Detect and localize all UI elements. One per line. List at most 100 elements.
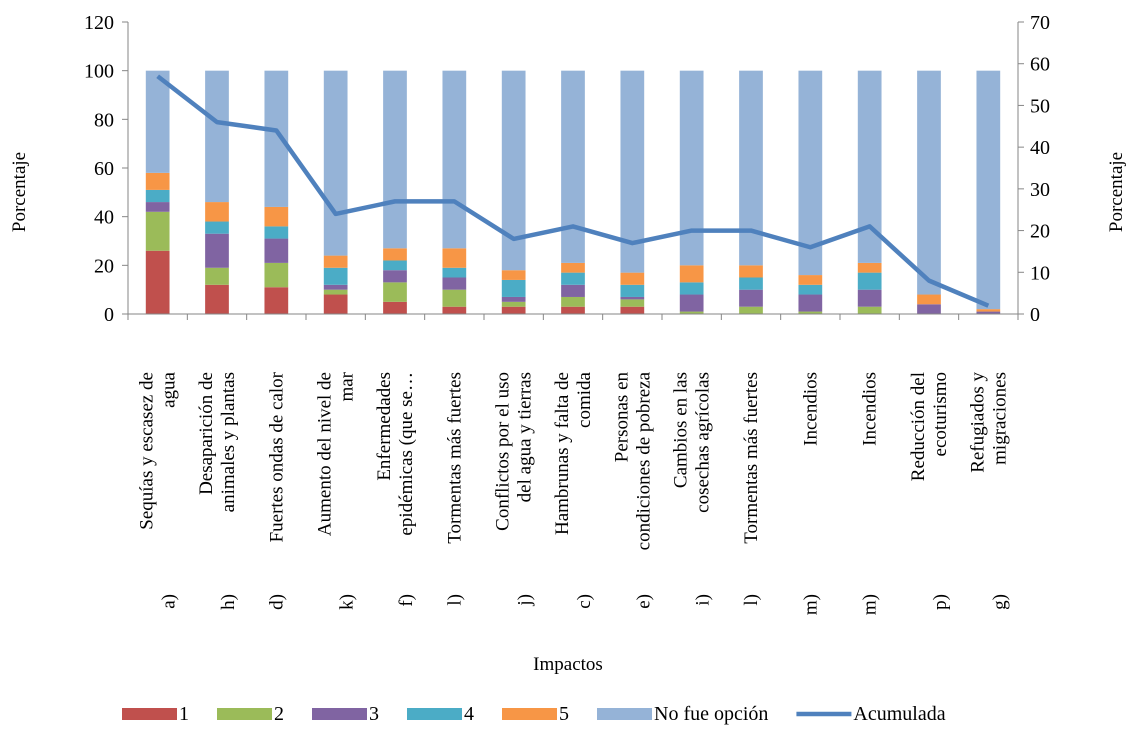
legend-label-3: 3 (369, 703, 379, 725)
y-tick-label: 80 (94, 109, 114, 131)
y-axis-title: Porcentaje (9, 152, 30, 232)
bar-segment-5-8 (561, 262, 585, 273)
bar-segment-1-5 (383, 301, 407, 314)
category-label-line: epidémicas (que se… (396, 372, 417, 536)
bar-segment-1-3 (264, 287, 289, 314)
bar-segment-6-9 (620, 70, 645, 273)
bar-segment-4-6 (442, 267, 467, 278)
bar-segment-1-8 (561, 306, 585, 314)
legend-label-1: 1 (179, 703, 189, 725)
bar-segment-5-12 (798, 275, 823, 285)
legend-swatch-1 (122, 708, 177, 720)
category-label-line: ecoturismo (930, 372, 951, 456)
y2-tick-label: 0 (1030, 304, 1040, 326)
bar-segment-2-1 (145, 211, 170, 251)
bar-segment-3-14 (917, 304, 941, 314)
category-label-line: Incendios (860, 372, 881, 446)
category-label-prefix: m) (800, 594, 821, 615)
legend-label-2: 2 (274, 703, 284, 725)
category-label-5: Enfermedades epidémicas (que se… f) (374, 372, 417, 607)
legend-swatch-2 (217, 708, 272, 720)
category-label-line: Tormentas más fuertes (444, 372, 465, 544)
bar-segment-3-2 (205, 233, 229, 268)
bar-segment-4-12 (798, 284, 823, 295)
y-tick-label: 60 (94, 158, 114, 180)
bar-segment-4-5 (383, 260, 407, 271)
bar-segment-3-12 (798, 294, 823, 312)
category-label-prefix: a) (159, 594, 180, 609)
category-label-line: Sequías y escasez de (137, 372, 158, 530)
bar-segment-4-8 (561, 272, 585, 285)
category-label-11: Tormentas más fuertes l) (741, 372, 762, 606)
bar-segment-3-9 (620, 296, 645, 300)
bar-segment-4-4 (323, 267, 348, 285)
y-tick-label: 100 (84, 61, 114, 83)
x-axis-title: Impactos (533, 654, 603, 675)
bar-segment-4-2 (205, 221, 229, 234)
category-label-line: mar (337, 371, 358, 401)
legend-label-5: 5 (559, 703, 569, 725)
bar-segment-4-13 (857, 272, 882, 290)
bar-segment-5-4 (323, 255, 348, 268)
category-label-line: Incendios (800, 372, 821, 446)
bar-segment-6-7 (501, 70, 526, 271)
bar-segment-5-3 (264, 206, 289, 227)
bar-segment-2-2 (205, 267, 229, 285)
bar-segment-3-11 (739, 289, 763, 307)
bar-segment-5-5 (383, 248, 407, 261)
category-label-7: Conflictos por el uso del agua y tierras j… (493, 372, 536, 607)
category-label-6: Tormentas más fuertes l) (444, 372, 465, 606)
bar-segment-6-5 (383, 70, 407, 249)
bar-segment-2-5 (383, 282, 407, 302)
bar-segment-2-8 (561, 296, 585, 307)
category-label-prefix: l) (741, 594, 762, 606)
category-label-prefix: i) (693, 594, 714, 606)
category-label-line: agua (159, 371, 180, 407)
y-tick-label: 120 (84, 12, 114, 34)
bar-segment-2-13 (857, 306, 882, 314)
bar-segment-5-7 (501, 270, 526, 280)
category-label-prefix: g) (989, 594, 1010, 610)
category-label-2: Desaparición de animales y plantas h) (196, 372, 239, 610)
y-tick-label: 0 (104, 304, 114, 326)
bar-segment-3-4 (323, 284, 348, 290)
bar-segment-2-12 (798, 311, 823, 314)
bar-segment-3-8 (561, 284, 585, 297)
line-layer (156, 74, 990, 308)
axes-layer: 0 20 40 60 80 100 120 0 10 20 30 40 50 60 70 (84, 12, 1050, 326)
bar-segment-6-14 (917, 70, 941, 295)
category-label-prefix: p) (930, 594, 951, 610)
bars-layer (145, 70, 1001, 314)
bar-segment-3-13 (857, 289, 882, 307)
bar-segment-3-10 (679, 294, 704, 312)
category-label-prefix: d) (266, 594, 287, 610)
category-label-1: Sequías y escasez de agua a) (137, 371, 180, 608)
y2-tick-label: 70 (1030, 12, 1050, 34)
legend-label-7: Acumulada (853, 703, 945, 725)
category-label-line: Tormentas más fuertes (741, 372, 762, 544)
category-label-9: Personas en condiciones de pobreza e) (611, 371, 654, 608)
bar-segment-6-1 (145, 70, 170, 173)
bar-segment-6-2 (205, 70, 229, 203)
category-label-line: Conflictos por el uso (493, 372, 514, 531)
category-label-prefix: k) (337, 594, 358, 610)
bar-segment-5-1 (145, 172, 170, 190)
bar-segment-6-11 (739, 70, 763, 266)
bar-segment-3-3 (264, 238, 289, 263)
bar-segment-2-11 (739, 306, 763, 314)
y2-tick-label: 20 (1030, 221, 1050, 243)
y2-tick-label: 30 (1030, 179, 1050, 201)
bar-segment-1-4 (323, 294, 348, 314)
bar-segment-4-1 (145, 189, 170, 203)
category-label-line: Aumento del nivel de (315, 372, 336, 536)
bar-segment-1-9 (620, 306, 645, 314)
category-label-line: Refugiados y (967, 372, 988, 473)
bar-segment-2-6 (442, 289, 467, 307)
y2-tick-label: 40 (1030, 137, 1050, 159)
bar-segment-6-3 (264, 70, 289, 207)
bar-segment-3-7 (501, 296, 526, 302)
category-label-prefix: f) (396, 594, 417, 607)
bar-segment-5-14 (917, 294, 941, 305)
category-label-prefix: j) (515, 594, 536, 607)
bar-segment-1-7 (501, 306, 526, 314)
